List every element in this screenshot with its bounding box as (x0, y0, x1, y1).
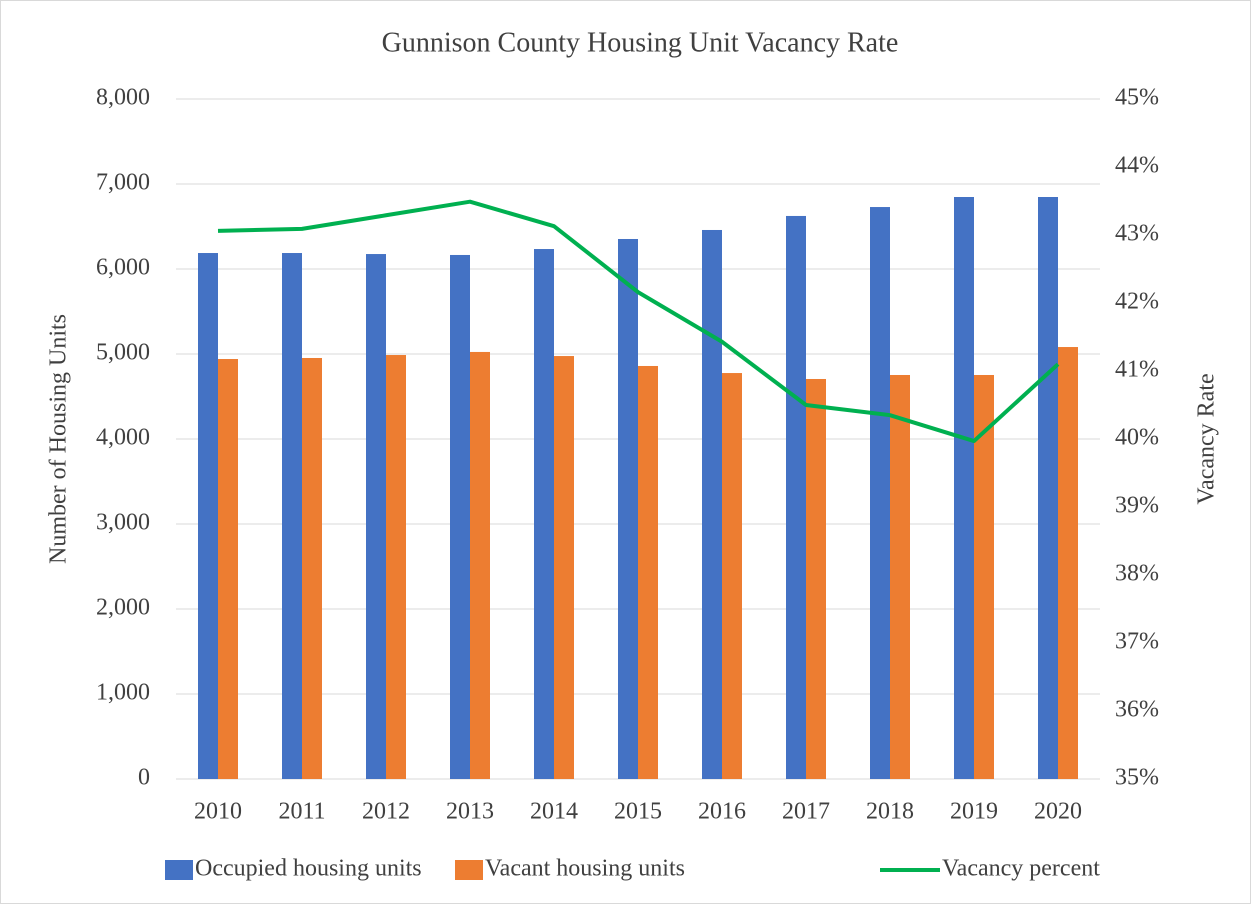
y2-tick-label: 44% (1115, 153, 1159, 179)
x-tick-label: 2015 (614, 799, 662, 825)
bar (366, 254, 386, 780)
bar (534, 249, 554, 779)
bar (638, 365, 658, 779)
bar (722, 373, 742, 779)
bar (806, 378, 826, 779)
bar (974, 374, 994, 779)
y-tick-label: 8,000 (96, 85, 150, 111)
bar (786, 215, 806, 779)
bar (1038, 197, 1058, 779)
y-tick-label: 4,000 (96, 425, 150, 451)
x-tick-label: 2020 (1034, 799, 1082, 825)
bar (198, 253, 218, 779)
x-tick-label: 2011 (278, 799, 325, 825)
bar (282, 253, 302, 779)
y2-tick-label: 37% (1115, 629, 1159, 655)
x-tick-label: 2017 (782, 799, 830, 825)
bar (218, 359, 238, 779)
bar (618, 238, 638, 779)
bar (890, 374, 910, 779)
legend-label: Occupied housing units (195, 856, 422, 882)
x-tick-label: 2013 (446, 799, 494, 825)
y2-tick-label: 40% (1115, 425, 1159, 451)
y-tick-label: 3,000 (96, 510, 150, 536)
bar (386, 355, 406, 779)
y-tick-label: 7,000 (96, 170, 150, 196)
y2-tick-label: 36% (1115, 697, 1159, 723)
bar (470, 351, 490, 779)
legend-swatch (455, 860, 483, 880)
y2-tick-label: 35% (1115, 765, 1159, 791)
y-tick-label: 6,000 (96, 255, 150, 281)
bar (1058, 347, 1078, 779)
bar (702, 229, 722, 780)
x-tick-label: 2018 (866, 799, 914, 825)
y-tick-label: 0 (138, 765, 150, 791)
y-axis-label: Number of Housing Units (46, 314, 72, 564)
y2-tick-label: 39% (1115, 493, 1159, 519)
legend-label: Vacancy percent (942, 856, 1100, 882)
chart-title: Gunnison County Housing Unit Vacancy Rat… (382, 27, 899, 58)
legend-label: Vacant housing units (485, 856, 685, 882)
y-tick-label: 5,000 (96, 340, 150, 366)
y2-tick-label: 45% (1115, 85, 1159, 111)
bar (870, 207, 890, 779)
bar (302, 357, 322, 779)
y-tick-label: 2,000 (96, 595, 150, 621)
bar (554, 356, 574, 779)
x-tick-label: 2014 (530, 799, 578, 825)
y2-tick-label: 43% (1115, 221, 1159, 247)
y2-tick-label: 41% (1115, 357, 1159, 383)
x-tick-label: 2012 (362, 799, 410, 825)
line (217, 199, 1060, 444)
x-tick-label: 2010 (194, 799, 242, 825)
x-tick-label: 2019 (950, 799, 998, 825)
y2-axis-label: Vacancy Rate (1194, 373, 1220, 504)
y2-tick-label: 38% (1115, 561, 1159, 587)
legend-swatch (165, 860, 193, 880)
x-tick-label: 2016 (698, 799, 746, 825)
bar (450, 254, 470, 780)
y-tick-label: 1,000 (96, 680, 150, 706)
y2-tick-label: 42% (1115, 289, 1159, 315)
bar (954, 197, 974, 779)
